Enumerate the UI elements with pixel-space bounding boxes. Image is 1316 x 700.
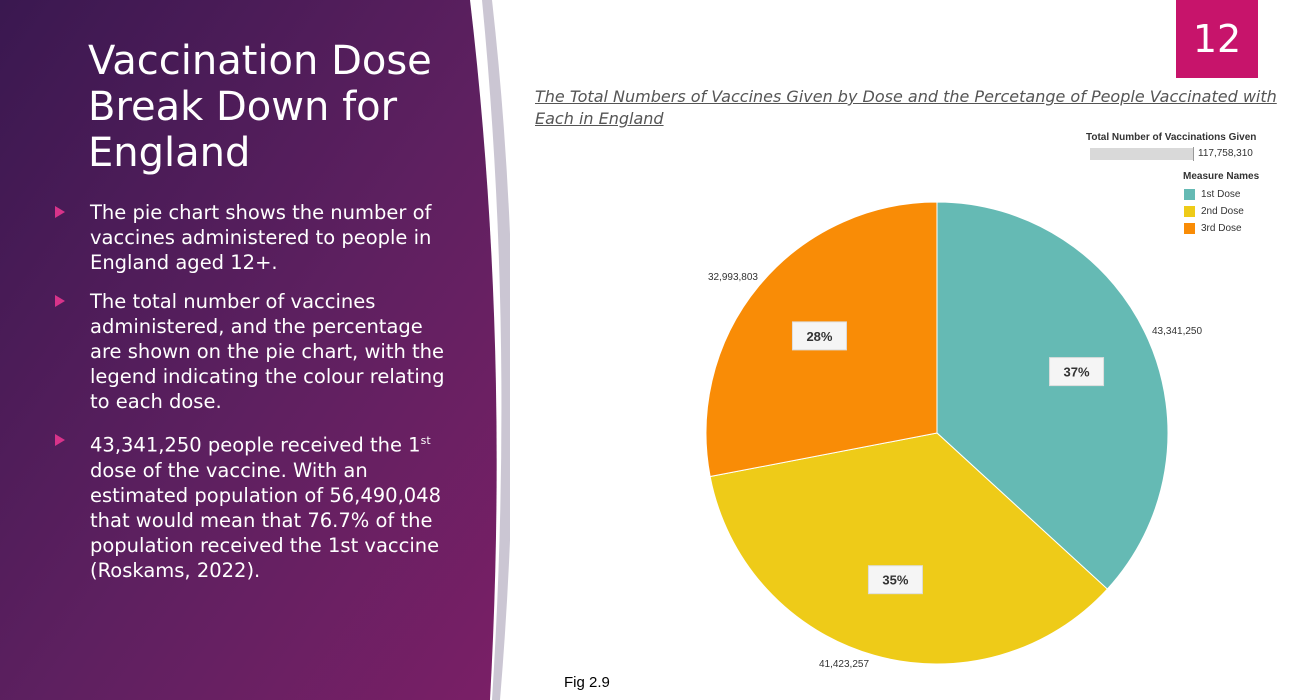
bullet-superscript: st — [420, 434, 431, 447]
figure-label: Fig 2.9 — [564, 674, 610, 691]
bullet-text: The pie chart shows the number of vaccin… — [90, 201, 432, 274]
legend-label: 3rd Dose — [1201, 222, 1242, 234]
percent-label-box — [791, 321, 847, 351]
legend-swatch — [1184, 205, 1195, 217]
size-legend-value: 117,758,310 — [1198, 148, 1253, 159]
bullet-arrow-icon — [55, 206, 65, 218]
left-panel: Vaccination Dose Break Down for England … — [0, 0, 510, 700]
bullet-text: The total number of vaccines administere… — [90, 290, 445, 413]
legend-title: Measure Names — [1183, 171, 1260, 182]
pie-slice-1st-dose — [936, 201, 1169, 590]
legend-item-1st-dose: 1st Dose — [1184, 187, 1240, 201]
percent-label: 35% — [882, 573, 908, 588]
bullet-text-end: dose of the vaccine. With an estimated p… — [90, 458, 441, 582]
percent-label-box — [1049, 357, 1105, 387]
bullet-list: The pie chart shows the number of vaccin… — [55, 200, 455, 597]
size-legend-bar — [1090, 148, 1193, 160]
slide-title: Vaccination Dose Break Down for England — [88, 38, 432, 176]
chart-title: The Total Numbers of Vaccines Given by D… — [535, 87, 1277, 128]
page-number: 12 — [1176, 0, 1258, 78]
bullet-item: 43,341,250 people received the 1st dose … — [55, 428, 455, 583]
panel-background — [0, 0, 510, 700]
percent-label: 37% — [1064, 365, 1090, 380]
bullet-text-start: 43,341,250 people received the 1 — [90, 433, 421, 457]
legend-swatch — [1184, 188, 1195, 200]
pie-slice-2nd-dose — [709, 432, 1109, 665]
bullet-item: The total number of vaccines administere… — [55, 289, 455, 414]
legend-item-3rd-dose: 3rd Dose — [1184, 221, 1242, 235]
value-label: 32,993,803 — [708, 272, 758, 283]
legend-label: 2nd Dose — [1201, 205, 1244, 217]
bullet-arrow-icon — [55, 295, 65, 307]
value-label: 41,423,257 — [819, 659, 869, 670]
size-legend-tick — [1193, 147, 1194, 161]
legend-item-2nd-dose: 2nd Dose — [1184, 204, 1244, 218]
percent-label-box — [867, 565, 923, 595]
size-legend-title: Total Number of Vaccinations Given — [1086, 132, 1257, 143]
value-label: 43,341,250 — [1152, 326, 1202, 337]
percent-label: 28% — [806, 329, 832, 344]
bullet-item: The pie chart shows the number of vaccin… — [55, 200, 455, 275]
legend-label: 1st Dose — [1201, 188, 1241, 200]
bullet-arrow-icon — [55, 434, 65, 446]
legend-swatch — [1184, 222, 1195, 234]
